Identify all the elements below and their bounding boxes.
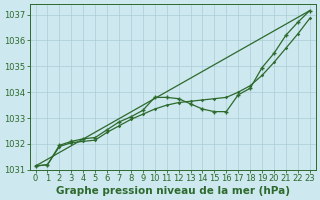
X-axis label: Graphe pression niveau de la mer (hPa): Graphe pression niveau de la mer (hPa) <box>56 186 290 196</box>
